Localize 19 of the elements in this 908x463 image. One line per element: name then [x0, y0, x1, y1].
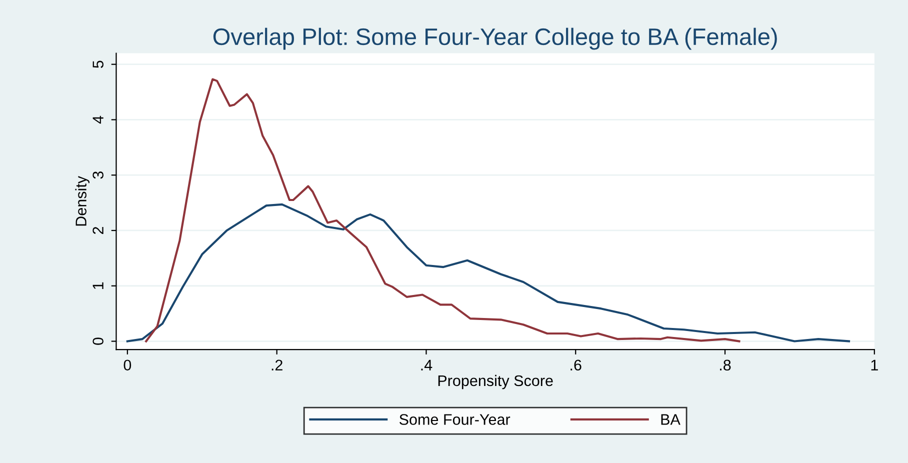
line-series [145, 78, 740, 342]
legend-label: BA [661, 414, 680, 425]
y-tick-label: 4 [92, 116, 104, 124]
chart-title: Overlap Plot: Some Four-Year College to BA (Female) [213, 28, 777, 50]
y-tick-label: 0 [92, 338, 104, 345]
x-tick-label: 1 [871, 360, 878, 370]
line-series [126, 203, 850, 342]
y-axis-title: Density [75, 176, 90, 226]
x-tick-label: .4 [421, 360, 432, 370]
y-tick-label: 1 [92, 282, 104, 289]
legend-label: Some Four-Year [400, 414, 510, 425]
y-tick-label: 5 [92, 60, 104, 68]
x-tick-label: .8 [720, 360, 731, 371]
y-tick-label: 2 [92, 227, 104, 234]
y-tick-label: 3 [92, 172, 104, 179]
x-axis-title: Propensity Score [438, 374, 553, 390]
x-tick-label: .6 [570, 360, 582, 371]
x-tick-label: 0 [124, 360, 132, 371]
x-tick-label: .2 [272, 360, 282, 370]
